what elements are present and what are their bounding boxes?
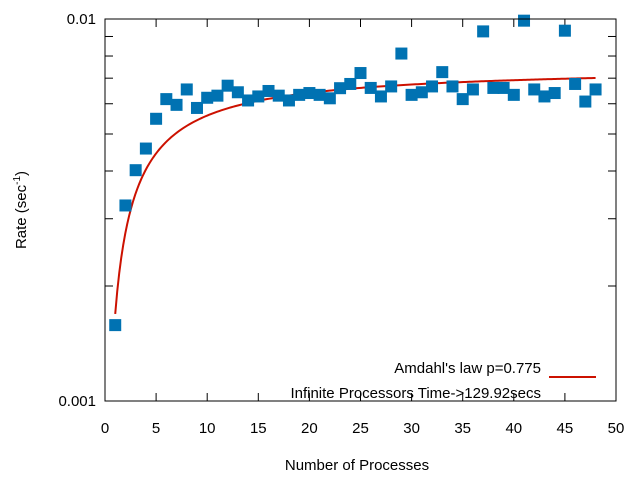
y-axis-label-close: ): [13, 171, 30, 176]
data-point: [548, 87, 561, 100]
data-point: [190, 101, 203, 114]
data-point: [313, 88, 326, 101]
y-tick-label: 0.001: [58, 393, 96, 410]
data-point: [282, 94, 295, 107]
data-point: [507, 88, 520, 101]
legend: Amdahl's law p=0.775 Infinite Processors…: [290, 360, 596, 402]
data-point: [242, 94, 255, 107]
data-point: [456, 93, 469, 106]
data-point: [538, 90, 551, 103]
x-tick-label: 45: [557, 420, 574, 437]
data-point: [354, 67, 367, 80]
axis-ticks: [105, 19, 616, 401]
y-axis-label-superscript: -1: [12, 176, 23, 185]
data-point: [293, 88, 306, 101]
data-point: [364, 81, 377, 94]
x-tick-label: 50: [608, 420, 625, 437]
data-point: [518, 14, 531, 27]
plot-marks: [109, 14, 602, 332]
data-point: [385, 80, 398, 93]
data-point: [323, 92, 336, 105]
x-tick-label: 0: [101, 420, 109, 437]
data-point: [211, 89, 224, 102]
legend-entry-infinite-label: Infinite Processors Time->129.92secs: [290, 385, 541, 402]
data-point: [415, 86, 428, 99]
data-point: [252, 90, 265, 103]
x-tick-label: 40: [505, 420, 522, 437]
x-tick-label: 25: [352, 420, 369, 437]
x-tick-label: 10: [199, 420, 216, 437]
data-point: [405, 88, 418, 101]
data-point: [139, 142, 152, 155]
data-point: [589, 83, 602, 96]
y-tick-label: 0.01: [67, 11, 96, 28]
y-axis-label: Rate (sec-1): [12, 171, 30, 249]
data-point: [344, 77, 357, 90]
data-point: [374, 90, 387, 103]
data-point: [109, 319, 122, 332]
data-point: [395, 47, 408, 60]
y-axis-label-main: Rate (sec: [13, 184, 30, 249]
data-point: [569, 77, 582, 90]
data-point: [119, 199, 132, 212]
data-point: [262, 84, 275, 97]
data-point: [231, 86, 244, 99]
data-point: [150, 112, 163, 125]
x-tick-label: 35: [454, 420, 471, 437]
data-point: [487, 81, 500, 94]
data-point: [466, 83, 479, 96]
data-point: [201, 91, 214, 104]
data-point: [334, 82, 347, 95]
x-tick-labels: 0 5 10 15 20 25 30 35 40 45 50: [101, 420, 625, 437]
data-point: [426, 80, 439, 93]
plot-border: [104, 18, 617, 402]
data-point: [558, 24, 571, 37]
data-point: [303, 87, 316, 100]
legend-entry-amdahl-label: Amdahl's law p=0.775: [394, 360, 541, 377]
y-tick-labels: 0.001 0.01: [58, 11, 96, 410]
data-point: [497, 81, 510, 94]
data-point: [129, 164, 142, 177]
data-point: [436, 66, 449, 79]
x-tick-label: 20: [301, 420, 318, 437]
x-tick-label: 5: [152, 420, 160, 437]
data-point: [528, 83, 541, 96]
x-tick-label: 30: [403, 420, 420, 437]
data-point: [272, 89, 285, 102]
x-tick-label: 15: [250, 420, 267, 437]
data-point: [477, 25, 490, 38]
data-point: [180, 83, 193, 96]
data-point: [446, 80, 459, 93]
x-axis-label: Number of Processes: [285, 457, 429, 474]
data-point: [579, 95, 592, 108]
data-point: [170, 98, 183, 111]
data-point: [221, 79, 234, 92]
data-point: [160, 93, 173, 106]
